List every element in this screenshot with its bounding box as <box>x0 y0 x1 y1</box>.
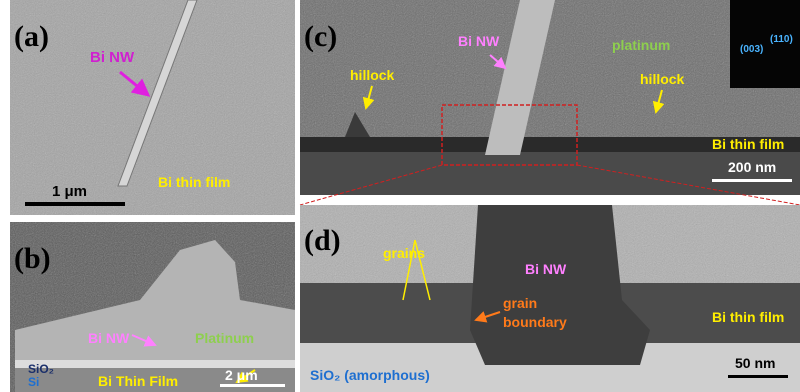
annotation: boundary <box>503 314 567 330</box>
panel-d: (d) grains Bi NW grain boundary Bi thin … <box>300 205 800 392</box>
scale-bar <box>25 202 125 206</box>
annotation: hillock <box>640 71 685 87</box>
panel-label: (c) <box>304 20 337 53</box>
scale-bar <box>220 384 285 387</box>
scale-bar <box>712 179 792 182</box>
annotation: Bi thin film <box>712 309 784 325</box>
scale-bar-label: 200 nm <box>728 159 776 175</box>
annotation: Si <box>28 375 39 389</box>
panel-label: (b) <box>14 242 51 275</box>
annotation: Bi thin film <box>712 136 784 152</box>
panel-label: (d) <box>304 224 341 257</box>
annotation: hillock <box>350 67 395 83</box>
annotation: Bi thin film <box>158 174 230 190</box>
figure: (a) Bi NW Bi thin film 1 μm (b) Bi NW Pl… <box>0 0 800 392</box>
annotation: Platinum <box>195 330 254 346</box>
annotation: Bi NW <box>525 261 567 277</box>
panel-c: (110) (003) (c) Bi NW platinum hillock h… <box>300 0 800 205</box>
inset-label: (110) <box>770 34 793 45</box>
inset-label: (003) <box>740 44 763 55</box>
panel-a: (a) Bi NW Bi thin film 1 μm <box>10 0 295 215</box>
annotation: Bi NW <box>458 33 500 49</box>
annotation: Bi NW <box>88 330 130 346</box>
panel-label: (a) <box>14 20 49 53</box>
annotation: Bi NW <box>90 49 135 66</box>
annotation: grains <box>383 245 425 261</box>
annotation: grain <box>503 295 537 311</box>
annotation: Bi Thin Film <box>98 373 178 389</box>
scale-bar-label: 1 μm <box>52 183 87 200</box>
scale-bar-label: 2 μm <box>225 367 258 383</box>
scale-bar-label: 50 nm <box>735 355 775 371</box>
annotation: SiO₂ <box>28 362 54 376</box>
annotation: platinum <box>612 37 670 53</box>
scale-bar <box>728 375 788 378</box>
panel-b: (b) Bi NW Platinum SiO₂ Si Bi Thin Film … <box>10 222 295 392</box>
annotation: SiO₂ (amorphous) <box>310 367 430 383</box>
